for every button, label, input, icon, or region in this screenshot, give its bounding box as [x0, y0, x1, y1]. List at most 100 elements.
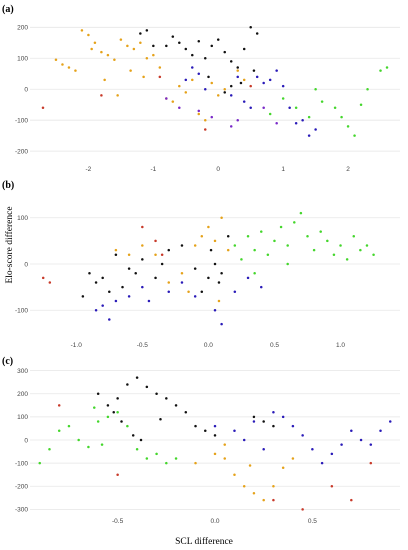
x-tick-label: 1.0 — [336, 342, 345, 349]
data-point — [197, 39, 201, 43]
data-point — [121, 285, 124, 289]
panel-2: (b) -100 0 100 -1.0 -0.5 0.0 0.5 1.0 — [2, 180, 400, 349]
data-point — [330, 452, 334, 456]
data-point — [191, 78, 194, 82]
data-point — [184, 91, 188, 94]
data-point — [268, 78, 272, 82]
data-point — [216, 94, 220, 97]
series-red — [57, 404, 373, 511]
data-point — [242, 438, 246, 442]
data-point — [255, 75, 259, 79]
data-point — [191, 53, 194, 57]
y-tick-label: 0 — [24, 261, 28, 268]
data-point — [100, 50, 103, 54]
y-tick-label: 300 — [17, 368, 28, 375]
x-tick-label: 1 — [281, 166, 285, 173]
data-point — [233, 473, 236, 476]
data-point — [100, 443, 104, 446]
data-point — [262, 448, 265, 451]
data-point — [145, 29, 149, 32]
data-point — [129, 69, 132, 72]
data-point — [273, 239, 276, 243]
data-point — [88, 272, 91, 275]
data-point — [249, 84, 252, 88]
data-point — [272, 485, 275, 488]
data-point — [233, 244, 237, 247]
data-point — [209, 248, 213, 252]
series-black — [81, 235, 230, 298]
data-point — [184, 47, 188, 51]
data-point — [193, 267, 197, 270]
data-point — [135, 448, 139, 451]
data-point — [279, 225, 283, 229]
data-point — [141, 285, 144, 289]
data-point — [350, 498, 353, 502]
series-green — [268, 66, 389, 137]
data-point — [106, 404, 110, 407]
data-point — [94, 309, 98, 312]
data-point — [307, 115, 311, 119]
series-blue — [213, 411, 392, 465]
x-tick-label: -1 — [150, 166, 156, 173]
data-point — [147, 299, 151, 303]
data-point — [90, 47, 93, 51]
data-point — [200, 235, 204, 238]
data-point — [180, 244, 184, 247]
panel-3: (c) -300 -200 -100 0 100 200 300 -0.5 0.0 0.5 — [2, 356, 400, 525]
data-point — [242, 47, 246, 51]
y-tick-label: -100 — [15, 308, 28, 315]
data-point — [272, 424, 275, 428]
data-point — [134, 272, 137, 275]
data-point — [145, 385, 149, 389]
y-tick-label: -100 — [15, 460, 28, 467]
data-point — [248, 464, 252, 467]
data-point — [236, 118, 239, 122]
data-point — [352, 235, 355, 238]
data-point — [101, 304, 104, 307]
data-point — [112, 411, 115, 414]
series-red — [41, 75, 252, 131]
data-point — [340, 443, 343, 446]
data-point — [204, 87, 207, 91]
series-blue — [184, 66, 317, 137]
data-point — [127, 295, 131, 298]
data-point — [366, 87, 369, 91]
data-point — [126, 383, 129, 386]
x-tick-label: 0.0 — [204, 342, 213, 349]
x-tick-label: 0.0 — [210, 518, 219, 525]
data-point — [314, 87, 317, 91]
data-point — [223, 91, 226, 94]
data-point — [93, 406, 96, 409]
y-tick-label: 100 — [17, 215, 28, 222]
data-point — [365, 244, 369, 247]
data-point — [291, 457, 295, 460]
data-point — [57, 404, 61, 407]
data-point — [213, 239, 217, 243]
data-point — [131, 434, 135, 437]
data-point — [178, 41, 181, 45]
data-point — [372, 253, 375, 256]
data-point — [253, 248, 256, 252]
data-point — [275, 69, 278, 72]
data-point — [223, 50, 226, 54]
data-point — [332, 253, 336, 256]
data-point — [96, 420, 100, 423]
x-tick-label: -1.0 — [71, 342, 83, 349]
data-point — [160, 262, 164, 266]
data-point — [145, 457, 149, 460]
data-point — [57, 429, 61, 432]
data-point — [213, 309, 217, 312]
data-point — [101, 276, 104, 280]
data-point — [262, 106, 265, 110]
data-point — [142, 75, 145, 79]
data-point — [226, 235, 230, 238]
data-point — [193, 295, 197, 298]
data-point — [174, 457, 178, 460]
series-green — [38, 406, 178, 465]
data-point — [165, 44, 168, 48]
data-point — [359, 438, 363, 442]
data-point — [286, 262, 289, 266]
data-point — [253, 272, 256, 275]
data-point — [252, 69, 256, 72]
